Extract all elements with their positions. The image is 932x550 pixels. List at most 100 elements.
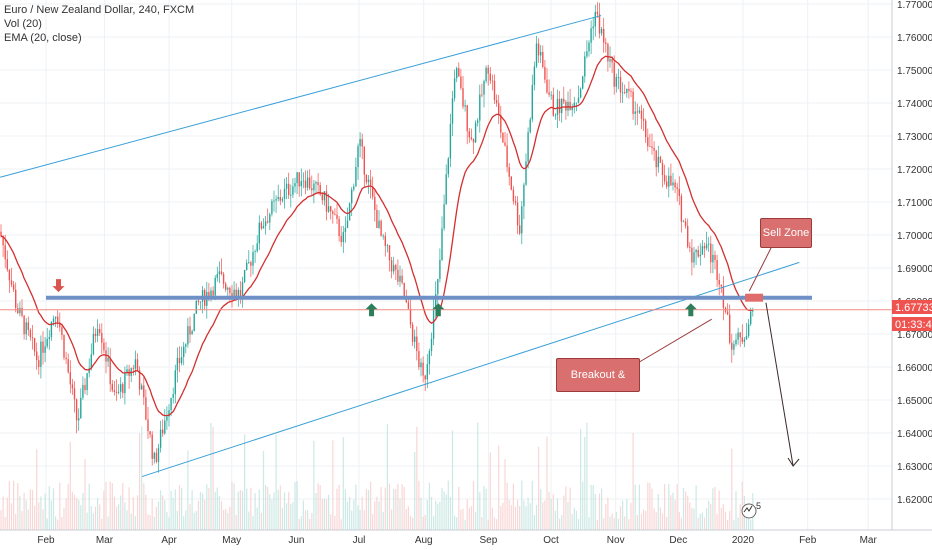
candle-body — [668, 175, 670, 187]
candle-body — [325, 191, 328, 212]
candle-body — [311, 188, 313, 191]
volume-bar — [309, 518, 311, 530]
candle-body — [649, 146, 651, 148]
candle-body — [216, 274, 218, 278]
candle-body — [510, 176, 512, 190]
volume-bar — [223, 509, 225, 530]
volume-bar — [533, 515, 535, 530]
volume-bar — [311, 512, 313, 530]
volume-bar — [189, 504, 191, 530]
volume-bar — [252, 516, 254, 530]
volume-bar — [693, 508, 695, 530]
candle-body — [569, 101, 571, 111]
candle-body — [78, 418, 80, 421]
candle-body — [73, 388, 76, 400]
candle-body — [403, 282, 405, 298]
volume-bar — [418, 480, 420, 530]
candle-body — [741, 337, 743, 342]
x-tick-label: May — [222, 535, 241, 546]
candle-body — [430, 338, 433, 351]
candle-body — [168, 410, 170, 417]
candle-body — [21, 307, 23, 316]
y-tick-label: 1.64000 — [897, 429, 932, 440]
candle-body — [462, 88, 464, 107]
symbol-title: Euro / New Zealand Dollar, 240, FXCM — [4, 4, 195, 16]
candle-body — [126, 369, 128, 373]
candle-body — [296, 172, 298, 184]
volume-bar — [714, 487, 716, 530]
volume-bar — [657, 494, 659, 530]
volume-bar — [729, 510, 731, 530]
candle-body — [483, 81, 485, 95]
sell-zone-callout[interactable]: Sell Zone — [760, 218, 812, 248]
volume-bar — [519, 505, 521, 530]
volume-bar — [10, 503, 13, 530]
candle-body — [726, 311, 729, 315]
volume-bar — [527, 497, 529, 530]
chart-grid — [0, 0, 892, 530]
candle-body — [327, 206, 330, 212]
volume-bar — [613, 517, 615, 530]
volume-bar — [531, 480, 533, 530]
volume-bar — [540, 489, 542, 530]
y-tick-label: 1.70000 — [897, 231, 932, 242]
volume-bar — [239, 489, 241, 530]
volume-bar — [149, 515, 151, 530]
candlestick-series — [0, 2, 754, 473]
buy-arrow-icon — [432, 303, 445, 317]
volume-bar — [27, 509, 29, 530]
candle-body — [550, 94, 552, 96]
candle-body — [267, 221, 269, 223]
volume-bar — [685, 491, 687, 530]
candle-body — [525, 161, 527, 185]
breakout-callout[interactable]: Breakout & retest — [556, 358, 640, 413]
candle-body — [355, 166, 357, 187]
candle-body — [409, 308, 412, 325]
candle-body — [357, 146, 359, 167]
candle-body — [563, 98, 565, 102]
volume-bar — [317, 483, 319, 530]
candle-body — [258, 222, 260, 244]
volume-bar — [550, 498, 552, 530]
candle-body — [745, 335, 748, 340]
volume-bar — [353, 499, 355, 530]
volume-bar — [340, 519, 342, 530]
volume-bar — [483, 485, 485, 530]
volume-bar — [195, 510, 197, 530]
volume-bar — [382, 511, 384, 530]
chart-badge-icon[interactable]: 5 — [741, 501, 761, 519]
badge-count: 5 — [756, 501, 761, 511]
candle-body — [638, 110, 641, 113]
volume-bar — [680, 518, 682, 530]
candle-body — [88, 368, 90, 374]
candle-body — [208, 291, 210, 298]
volume-bar — [183, 516, 185, 530]
candle-body — [474, 122, 477, 143]
volume-bar — [424, 514, 426, 530]
candle-body — [33, 338, 36, 352]
volume-bar — [334, 515, 336, 530]
candle-body — [69, 372, 71, 385]
candle-body — [147, 419, 149, 432]
volume-bar — [67, 484, 69, 530]
candle-body — [716, 260, 718, 280]
volume-bar — [580, 428, 582, 530]
candle-body — [575, 102, 578, 104]
volume-bar — [294, 482, 296, 530]
candle-body — [157, 447, 160, 462]
candle-body — [397, 269, 399, 282]
volume-bar — [556, 498, 559, 530]
volume-bar — [298, 519, 300, 530]
volume-bar — [50, 500, 52, 530]
candle-body — [424, 375, 426, 380]
volume-bar — [288, 491, 290, 530]
candle-body — [653, 147, 655, 151]
volume-bar — [372, 514, 374, 530]
candle-body — [290, 194, 292, 196]
volume-bar — [25, 500, 27, 530]
candle-body — [141, 385, 143, 390]
candle-body — [565, 101, 567, 111]
volume-bar — [617, 518, 619, 530]
volume-bar — [590, 485, 592, 530]
